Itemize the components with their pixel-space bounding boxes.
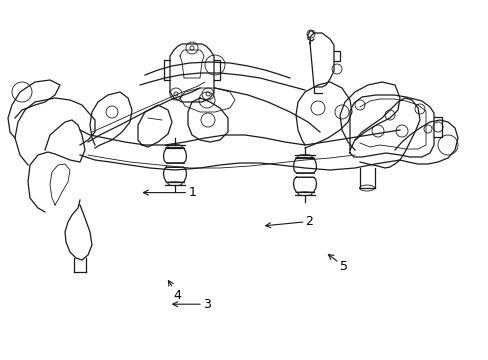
Text: 1: 1 [143,186,196,199]
Text: 2: 2 [265,215,313,228]
Text: 5: 5 [328,255,347,273]
Text: 3: 3 [172,298,210,311]
Text: 4: 4 [168,280,181,302]
